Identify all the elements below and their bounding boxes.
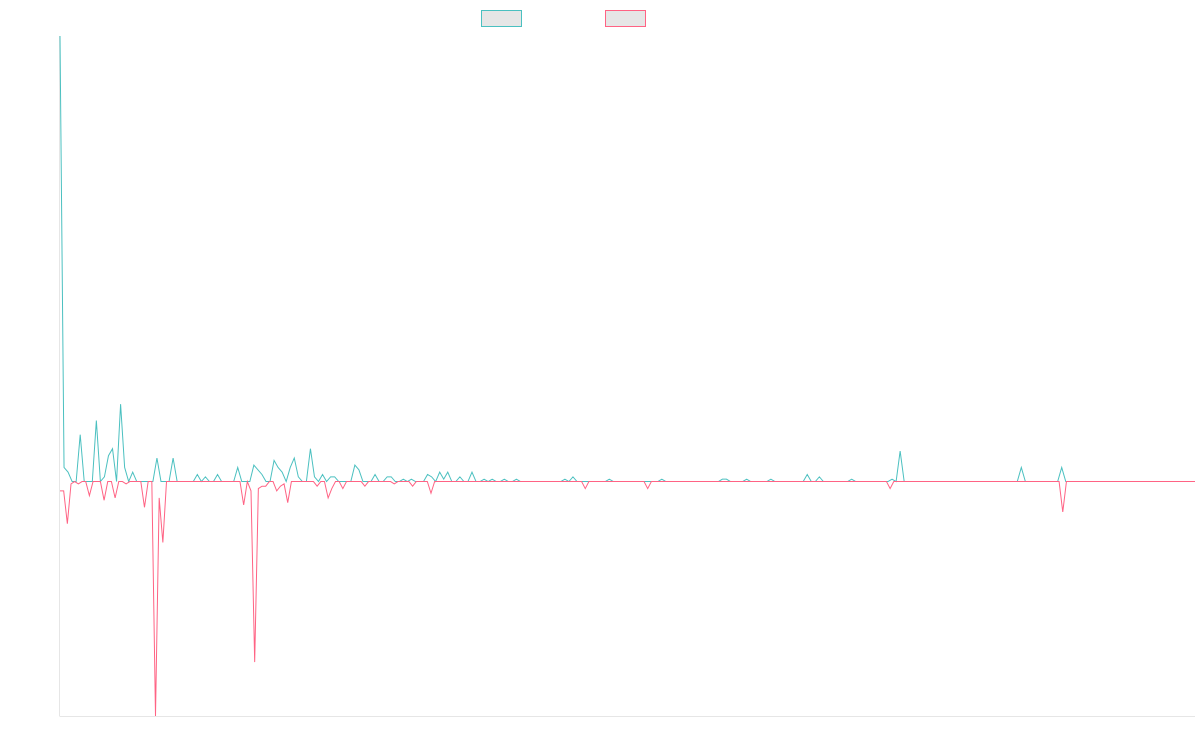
- legend-swatch-2[interactable]: [605, 10, 646, 27]
- plot-area: [59, 35, 1195, 717]
- series-line-2: [60, 479, 1195, 717]
- axes: [59, 36, 1195, 717]
- series-line-1: [59, 35, 1195, 484]
- legend-swatch-1[interactable]: [481, 10, 522, 27]
- legend: [481, 10, 646, 27]
